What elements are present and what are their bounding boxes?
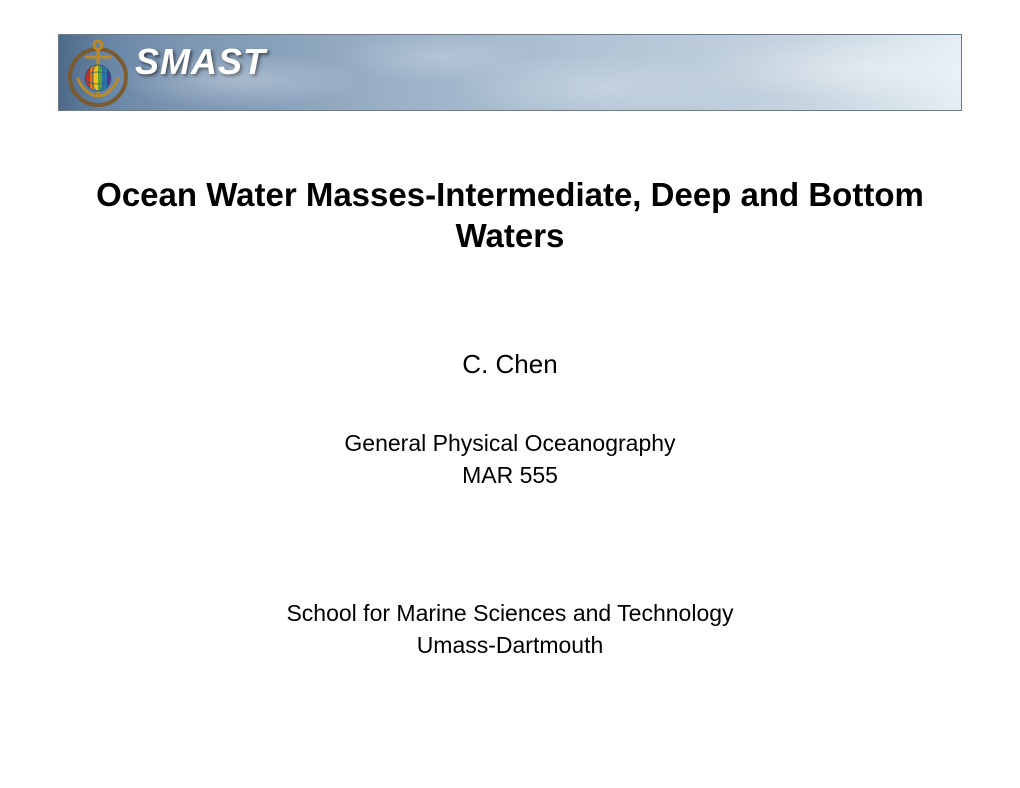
slide-title: Ocean Water Masses-Intermediate, Deep an… — [60, 174, 960, 257]
banner-logo-text: SMAST — [135, 41, 266, 83]
course-name: General Physical Oceanography — [60, 430, 960, 457]
author-name: C. Chen — [60, 349, 960, 380]
smast-logo-icon — [65, 37, 131, 110]
institution-name: Umass-Dartmouth — [60, 632, 960, 659]
header-banner: SMAST — [58, 34, 962, 111]
course-code: MAR 555 — [60, 462, 960, 489]
slide-container: SMAST Ocean Water Masses-Intermediate, D… — [0, 0, 1020, 788]
school-name: School for Marine Sciences and Technolog… — [60, 600, 960, 627]
